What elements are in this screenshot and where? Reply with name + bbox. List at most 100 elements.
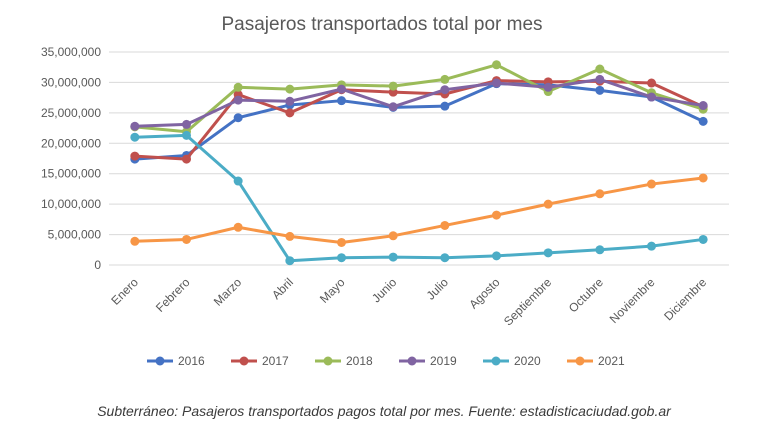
- x-tick-label: Junio: [369, 275, 399, 305]
- data-point: [440, 220, 450, 230]
- y-tick-label: 30,000,000: [41, 75, 101, 89]
- legend-item: 2021: [567, 354, 625, 368]
- data-point: [698, 116, 708, 126]
- x-tick-label: Enero: [108, 275, 141, 308]
- data-point: [440, 74, 450, 84]
- data-point: [337, 84, 346, 94]
- data-point: [285, 256, 295, 266]
- data-point: [233, 176, 243, 186]
- data-point: [337, 253, 346, 263]
- data-point: [130, 151, 140, 161]
- data-point: [388, 252, 398, 262]
- y-tick-label: 20,000,000: [41, 136, 101, 150]
- series-lines: [130, 60, 708, 266]
- x-tick-label: Mayo: [317, 275, 348, 306]
- data-point: [285, 96, 295, 106]
- chart-title: Pasajeros transportados total por mes: [221, 14, 542, 35]
- x-tick-label: Abril: [269, 275, 296, 302]
- legend-label: 2018: [346, 354, 373, 368]
- data-point: [698, 234, 708, 244]
- legend: 2016 2017 2018 2019 2020 2021: [147, 354, 625, 368]
- data-point: [233, 113, 243, 123]
- figure-caption: Subterráneo: Pasajeros transportados pag…: [97, 403, 671, 419]
- y-tick-label: 10,000,000: [41, 197, 101, 211]
- y-tick-label: 5,000,000: [48, 228, 102, 242]
- series-2017: [130, 76, 708, 164]
- data-point: [647, 78, 656, 88]
- y-tick-label: 15,000,000: [41, 167, 101, 181]
- data-point: [492, 210, 501, 220]
- x-tick-label: Agosto: [466, 275, 503, 312]
- data-point: [698, 173, 708, 183]
- series-line: [133, 82, 705, 161]
- data-point: [440, 253, 450, 263]
- legend-item: 2017: [231, 354, 289, 368]
- series-2019: [130, 74, 708, 131]
- legend-marker: [407, 356, 417, 366]
- data-point: [698, 101, 708, 111]
- x-tick-label: Marzo: [211, 275, 245, 309]
- data-point: [595, 85, 605, 95]
- series-line: [133, 77, 705, 128]
- series-line: [133, 176, 705, 244]
- data-point: [492, 251, 501, 261]
- data-point: [285, 84, 295, 94]
- legend-marker: [575, 356, 585, 366]
- y-tick-label: 0: [94, 258, 101, 272]
- data-point: [647, 241, 656, 251]
- legend-item: 2018: [315, 354, 373, 368]
- data-point: [337, 237, 346, 247]
- legend-label: 2016: [178, 354, 205, 368]
- y-tick-label: 35,000,000: [41, 45, 101, 59]
- data-point: [440, 85, 450, 95]
- legend-marker: [239, 356, 249, 366]
- legend-marker: [155, 356, 165, 366]
- x-tick-label: Octubre: [566, 275, 606, 315]
- x-tick-label: Julio: [424, 275, 452, 303]
- series-2020: [130, 130, 708, 266]
- legend-label: 2017: [262, 354, 289, 368]
- chart-frame: Pasajeros transportados total por mes 0 5…: [19, 0, 747, 383]
- data-point: [233, 82, 243, 92]
- legend-label: 2019: [430, 354, 457, 368]
- series-line: [133, 63, 705, 134]
- legend-marker: [491, 356, 501, 366]
- data-point: [388, 102, 398, 112]
- data-point: [285, 231, 295, 241]
- data-point: [182, 130, 191, 140]
- x-tick-label: Noviembre: [607, 275, 658, 326]
- data-point: [647, 179, 656, 189]
- data-point: [182, 119, 191, 129]
- series-2021: [130, 173, 708, 247]
- legend-label: 2021: [598, 354, 625, 368]
- data-point: [337, 96, 346, 106]
- data-point: [388, 81, 398, 91]
- data-point: [492, 78, 501, 88]
- data-point: [543, 82, 553, 92]
- legend-item: 2019: [399, 354, 457, 368]
- data-point: [233, 222, 243, 232]
- data-point: [595, 74, 605, 84]
- data-point: [182, 234, 191, 244]
- data-point: [130, 236, 140, 246]
- data-point: [595, 64, 605, 74]
- y-axis: 0 5,000,000 10,000,000 15,000,000 20,000,000…: [41, 45, 101, 272]
- data-point: [182, 154, 191, 164]
- y-tick-label: 25,000,000: [41, 106, 101, 120]
- x-tick-label: Febrero: [153, 275, 193, 315]
- data-point: [285, 108, 295, 118]
- data-point: [647, 92, 656, 102]
- x-tick-label: Septiembre: [501, 275, 555, 329]
- data-point: [595, 189, 605, 199]
- data-point: [543, 248, 553, 258]
- legend-label: 2020: [514, 354, 541, 368]
- legend-item: 2020: [483, 354, 541, 368]
- data-point: [233, 95, 243, 105]
- data-point: [543, 199, 553, 209]
- series-line: [133, 133, 705, 263]
- data-point: [130, 132, 140, 142]
- legend-item: 2016: [147, 354, 205, 368]
- data-point: [388, 231, 398, 241]
- x-axis: Enero Febrero Marzo Abril Mayo Junio Julio Agos…: [108, 275, 709, 329]
- legend-marker: [323, 356, 333, 366]
